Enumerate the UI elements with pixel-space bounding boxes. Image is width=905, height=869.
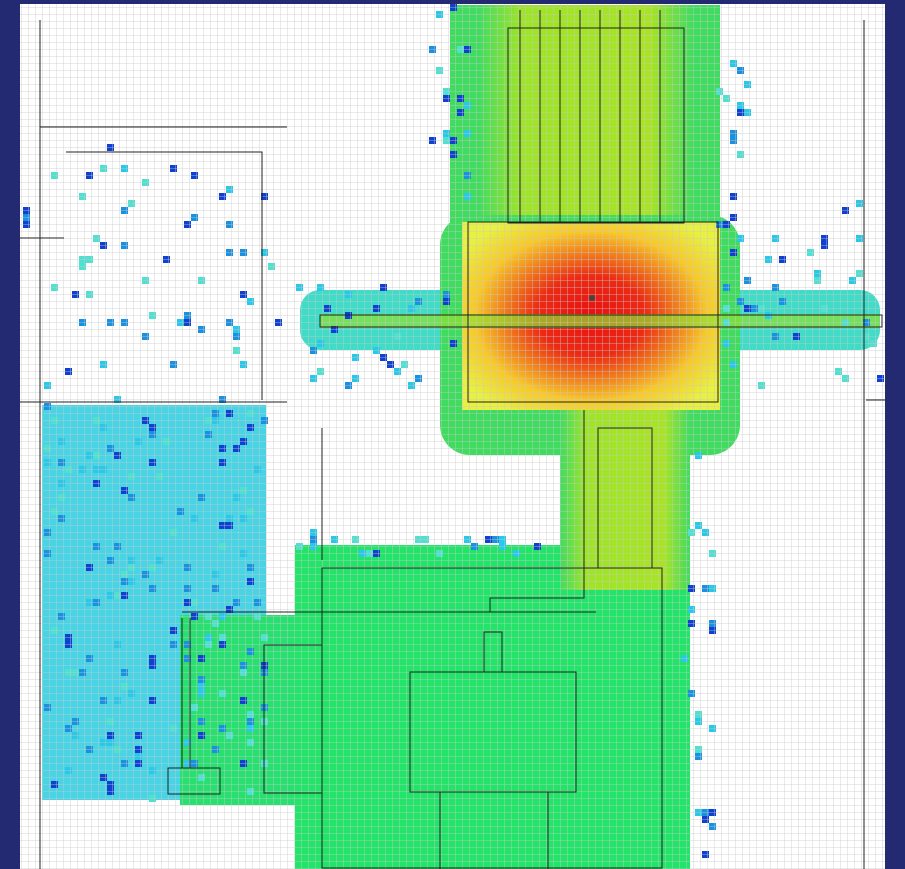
outline	[263, 644, 323, 794]
outline	[20, 20, 885, 869]
outline	[319, 314, 883, 328]
source	[589, 295, 595, 301]
outline	[467, 221, 719, 403]
rods	[519, 10, 661, 222]
geometry	[20, 10, 885, 869]
outline	[167, 767, 221, 795]
outline	[483, 631, 503, 673]
mesh-grid	[20, 4, 885, 869]
outline	[507, 27, 685, 224]
